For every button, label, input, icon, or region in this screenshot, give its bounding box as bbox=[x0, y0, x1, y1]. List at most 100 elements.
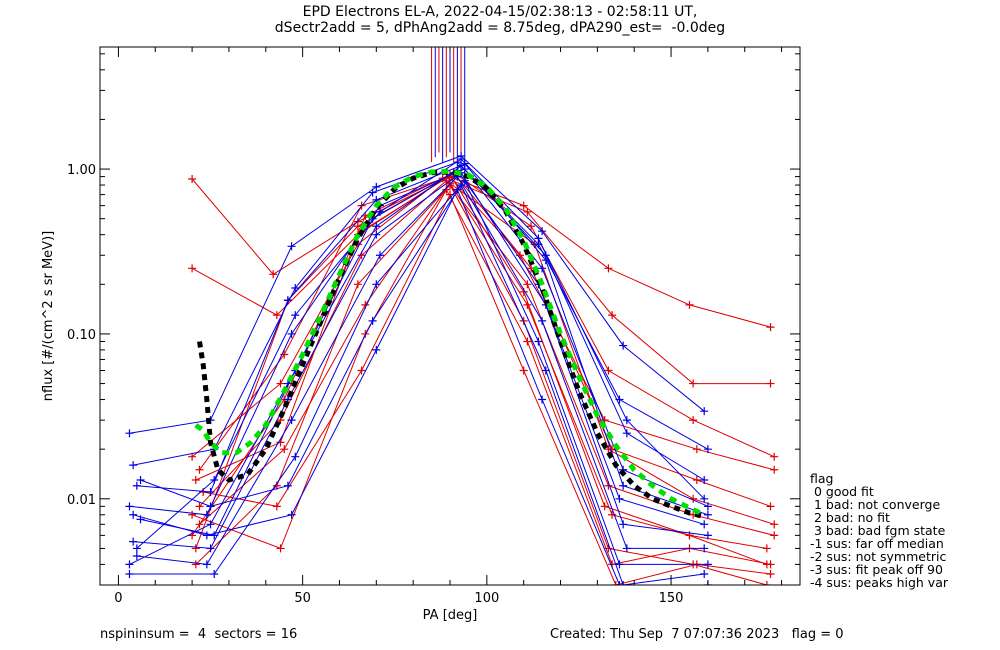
data-point-marker bbox=[766, 502, 775, 511]
data-point-marker bbox=[700, 476, 709, 485]
data-point-marker bbox=[615, 581, 624, 585]
data-point-marker bbox=[538, 227, 547, 236]
series-line bbox=[195, 174, 767, 565]
data-point-marker bbox=[202, 531, 211, 540]
data-point-marker bbox=[276, 544, 285, 553]
legend-item: -3 sus: fit peak off 90 bbox=[810, 562, 943, 577]
data-point-marker bbox=[368, 188, 377, 197]
legend-item: 0 good fit bbox=[810, 484, 874, 499]
data-point-marker bbox=[541, 366, 550, 375]
fit-curve-black bbox=[197, 169, 705, 520]
data-point-marker bbox=[703, 502, 712, 511]
data-point-marker bbox=[125, 429, 134, 438]
data-point-marker bbox=[600, 502, 609, 511]
data-point-marker bbox=[210, 569, 219, 578]
chart-title: EPD Electrons EL-A, 2022-04-15/02:38:13 … bbox=[302, 4, 698, 20]
data-point-marker bbox=[689, 416, 698, 425]
data-point-marker bbox=[604, 366, 613, 375]
data-point-marker bbox=[523, 300, 532, 309]
data-point-marker bbox=[611, 581, 620, 585]
data-point-marker bbox=[357, 366, 366, 375]
data-point-marker bbox=[700, 544, 709, 553]
data-point-marker bbox=[442, 185, 451, 194]
data-point-marker bbox=[188, 175, 197, 184]
series-line bbox=[140, 169, 705, 536]
legend-item: -2 sus: not symmetric bbox=[810, 549, 947, 564]
data-point-marker bbox=[766, 379, 775, 388]
x-tick-label: 50 bbox=[294, 591, 311, 606]
data-point-marker bbox=[195, 465, 204, 474]
data-point-marker bbox=[703, 531, 712, 540]
data-point-marker bbox=[700, 407, 709, 416]
data-point-marker bbox=[276, 379, 285, 388]
data-point-marker bbox=[287, 329, 296, 338]
series-line bbox=[136, 175, 705, 565]
axes-layer: 0 50 100 150 0.01 0.10 1.00 bbox=[67, 46, 801, 606]
data-point-marker bbox=[538, 316, 547, 325]
data-point-marker bbox=[206, 502, 215, 511]
data-point-marker bbox=[202, 560, 211, 569]
data-point-marker bbox=[287, 510, 296, 519]
data-point-marker bbox=[129, 510, 138, 519]
legend-item: -1 sus: far off median bbox=[810, 536, 944, 551]
data-point-marker bbox=[368, 316, 377, 325]
series-line bbox=[129, 179, 708, 575]
data-point-marker bbox=[615, 494, 624, 503]
data-point-marker bbox=[129, 461, 138, 470]
data-point-marker bbox=[125, 502, 134, 511]
data-point-marker bbox=[291, 283, 300, 292]
legend-item: -4 sus: peaks high var bbox=[810, 575, 949, 590]
data-point-marker bbox=[604, 264, 613, 273]
data-point-marker bbox=[202, 510, 211, 519]
x-tick-label: 150 bbox=[659, 591, 684, 606]
data-point-marker bbox=[195, 520, 204, 529]
data-point-marker bbox=[195, 502, 204, 511]
series-line bbox=[203, 193, 771, 585]
data-point-marker bbox=[770, 465, 779, 474]
data-point-marker bbox=[372, 182, 381, 191]
data-point-marker bbox=[188, 510, 197, 519]
series-line bbox=[199, 182, 767, 549]
series-line bbox=[133, 161, 709, 466]
data-point-marker bbox=[191, 544, 200, 553]
data-point-marker bbox=[376, 251, 384, 260]
data-point-marker bbox=[622, 544, 631, 553]
series-line bbox=[140, 183, 705, 585]
data-point-marker bbox=[210, 476, 219, 485]
data-point-marker bbox=[700, 569, 709, 578]
data-point-marker bbox=[689, 379, 698, 388]
data-point-marker bbox=[538, 264, 547, 273]
data-point-marker bbox=[272, 502, 281, 511]
data-point-marker bbox=[703, 445, 712, 454]
data-point-marker bbox=[283, 481, 292, 490]
data-point-marker bbox=[206, 520, 215, 529]
series-line bbox=[191, 176, 771, 328]
data-point-marker bbox=[523, 280, 532, 289]
x-tick-label: 0 bbox=[114, 591, 122, 606]
series-line bbox=[133, 171, 708, 549]
data-point-marker bbox=[372, 230, 381, 239]
data-point-marker bbox=[700, 494, 709, 503]
data-point-marker bbox=[269, 270, 278, 279]
y-tick-label: 0.01 bbox=[67, 493, 96, 508]
series-line bbox=[199, 176, 775, 471]
data-point-marker bbox=[132, 551, 141, 560]
data-point-marker bbox=[453, 185, 462, 194]
data-point-marker bbox=[622, 429, 631, 438]
data-point-marker bbox=[622, 416, 631, 425]
data-point-marker bbox=[619, 481, 628, 490]
data-point-marker bbox=[700, 520, 709, 529]
data-point-marker bbox=[457, 155, 466, 164]
data-point-marker bbox=[206, 487, 215, 496]
data-point-marker bbox=[538, 395, 547, 404]
data-point-marker bbox=[619, 341, 628, 350]
data-point-marker bbox=[619, 520, 628, 529]
data-point-marker bbox=[272, 311, 281, 320]
y-tick-label: 0.10 bbox=[67, 328, 96, 343]
series-line bbox=[129, 155, 705, 434]
data-point-marker bbox=[291, 452, 300, 461]
data-point-marker bbox=[527, 222, 536, 231]
series-line bbox=[191, 177, 771, 385]
data-point-marker bbox=[703, 510, 712, 519]
